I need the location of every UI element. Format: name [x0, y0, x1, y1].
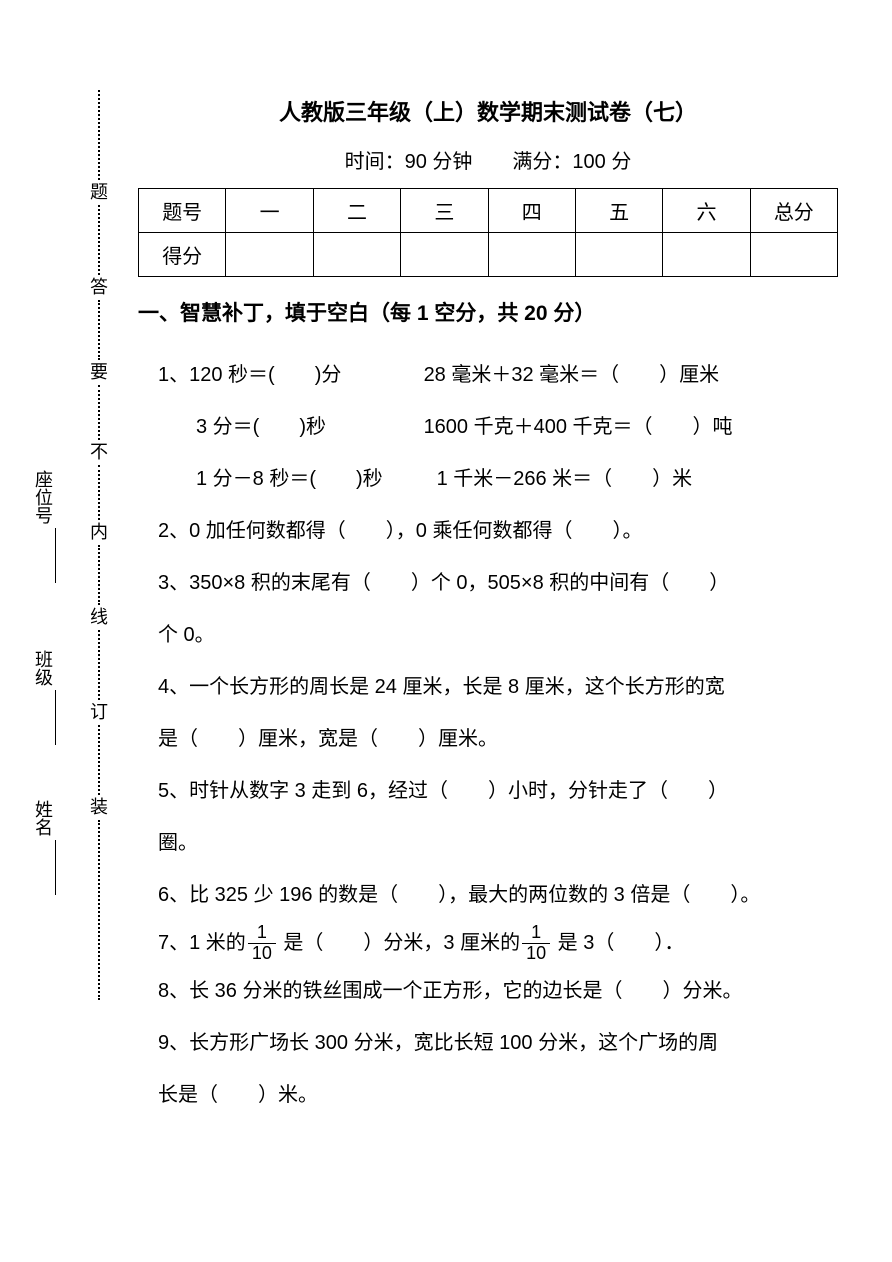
q5a: 5、时针从数字 3 走到 6，经过（ ）小时，分针走了（ ）: [158, 765, 838, 817]
q7: 7、1 米的110 是（ ）分米，3 厘米的110 是 3（ ）．: [158, 921, 838, 965]
td-1: [226, 233, 313, 277]
th-3: 三: [401, 189, 488, 233]
frac-num: 1: [248, 923, 276, 944]
th-1: 一: [226, 189, 313, 233]
dotline: [98, 630, 100, 700]
field-seat-label: 座位号: [33, 470, 53, 524]
binding-yao: 要: [85, 360, 111, 388]
q7b: 是（ ）分米，3 厘米的: [278, 932, 520, 954]
td-4: [488, 233, 575, 277]
td-2: [313, 233, 400, 277]
field-seat: 座位号: [30, 470, 56, 583]
td-total: [750, 233, 837, 277]
dotline: [98, 90, 100, 180]
q8: 8、长 36 分米的铁丝围成一个正方形，它的边长是（ ）分米。: [158, 965, 838, 1017]
underline: [55, 840, 56, 895]
page-content: 人教版三年级（上）数学期末测试卷（七） 时间：90 分钟 满分：100 分 题号…: [138, 95, 838, 1121]
q3a: 3、350×8 积的末尾有（ ）个 0，505×8 积的中间有（ ）: [158, 557, 838, 609]
exam-subtitle: 时间：90 分钟 满分：100 分: [138, 145, 838, 174]
binding-da: 答: [85, 275, 111, 303]
q1e: 1 分－8 秒＝( )秒: [196, 453, 431, 505]
student-fields: 姓名 班级 座位号: [30, 400, 50, 920]
dotline: [98, 300, 100, 360]
score-table: 题号 一 二 三 四 五 六 总分 得分: [138, 188, 838, 277]
binding-zhuang: 装: [85, 795, 111, 823]
th-2: 二: [313, 189, 400, 233]
q1-row3: 1 分－8 秒＝( )秒 1 千米－266 米＝（ ）米: [196, 453, 838, 505]
binding-ding: 订: [85, 700, 111, 728]
th-6: 六: [663, 189, 750, 233]
q1c: 3 分＝( )秒: [196, 401, 418, 453]
field-name-label: 姓名: [33, 800, 53, 836]
td-5: [575, 233, 662, 277]
td-3: [401, 233, 488, 277]
q1b: 28 毫米＋32 毫米＝（ ）厘米: [424, 364, 720, 386]
q9a: 9、长方形广场长 300 分米，宽比长短 100 分米，这个广场的周: [158, 1017, 838, 1069]
underline: [55, 528, 56, 583]
dotline: [98, 820, 100, 1000]
q6: 6、比 325 少 196 的数是（ ），最大的两位数的 3 倍是（ ）。: [158, 869, 838, 921]
score-header-row: 题号 一 二 三 四 五 六 总分: [139, 189, 838, 233]
q4b: 是（ ）厘米，宽是（ ）厘米。: [158, 713, 838, 765]
fraction-1-10: 110: [248, 923, 276, 964]
q1a: 1、120 秒＝( )分: [158, 349, 418, 401]
q3b: 个 0。: [158, 609, 838, 661]
field-class: 班级: [30, 650, 56, 745]
th-4: 四: [488, 189, 575, 233]
frac-num: 1: [522, 923, 550, 944]
q2: 2、0 加任何数都得（ ），0 乘任何数都得（ ）。: [158, 505, 838, 557]
frac-den: 10: [522, 944, 550, 964]
th-label: 题号: [139, 189, 226, 233]
binding-nei: 内: [85, 520, 111, 548]
dotline: [98, 725, 100, 795]
dotline: [98, 205, 100, 275]
binding-ti: 题: [85, 180, 111, 208]
section-1-heading: 一、智慧补丁，填于空白（每 1 空分，共 20 分）: [138, 297, 838, 327]
q1-row2: 3 分＝( )秒 1600 千克＋400 千克＝（ ）吨: [196, 401, 838, 453]
binding-margin: 题 答 要 不 内 线 订 装: [78, 90, 118, 1000]
binding-bu: 不: [85, 440, 111, 468]
underline: [55, 690, 56, 745]
td-label: 得分: [139, 233, 226, 277]
exam-title: 人教版三年级（上）数学期末测试卷（七）: [138, 95, 838, 127]
field-name: 姓名: [30, 800, 56, 895]
q7c: 是 3（ ）．: [552, 932, 684, 954]
dotline: [98, 545, 100, 605]
th-total: 总分: [750, 189, 837, 233]
th-5: 五: [575, 189, 662, 233]
q9b: 长是（ ）米。: [158, 1069, 838, 1121]
q5b: 圈。: [158, 817, 838, 869]
q1f: 1 千米－266 米＝（ ）米: [437, 468, 693, 490]
score-value-row: 得分: [139, 233, 838, 277]
q1d: 1600 千克＋400 千克＝（ ）吨: [424, 416, 733, 438]
q1-row1: 1、120 秒＝( )分 28 毫米＋32 毫米＝（ ）厘米: [158, 349, 838, 401]
td-6: [663, 233, 750, 277]
frac-den: 10: [248, 944, 276, 964]
dotline: [98, 385, 100, 440]
q7a: 7、1 米的: [158, 932, 246, 954]
fraction-1-10-b: 110: [522, 923, 550, 964]
dotline: [98, 465, 100, 520]
q4a: 4、一个长方形的周长是 24 厘米，长是 8 厘米，这个长方形的宽: [158, 661, 838, 713]
field-class-label: 班级: [33, 650, 53, 686]
binding-xian: 线: [85, 605, 111, 633]
